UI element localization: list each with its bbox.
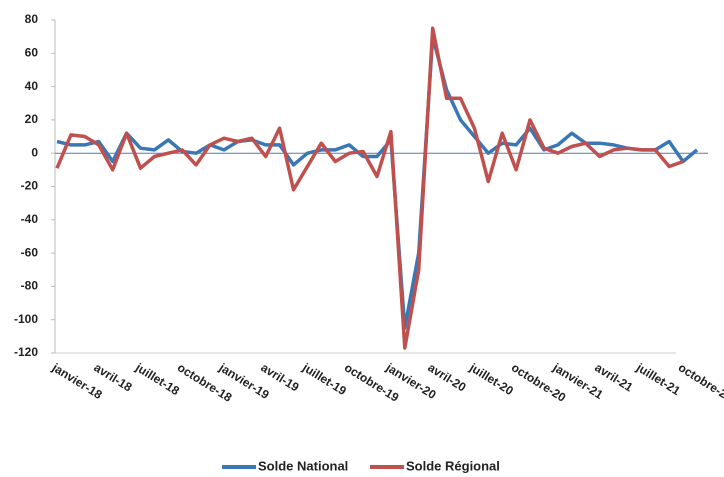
y-tick-label: -100 — [14, 312, 38, 326]
y-tick-label: -20 — [21, 179, 39, 193]
x-tick-label: juillet-21 — [633, 360, 683, 398]
y-tick-label: 0 — [31, 145, 38, 159]
legend-label: Solde Régional — [406, 458, 500, 473]
series-line — [55, 26, 684, 350]
y-tick-label: 20 — [25, 112, 39, 126]
y-tick-label: -120 — [14, 345, 38, 359]
series-line — [56, 34, 699, 330]
y-tick-label: 80 — [25, 12, 39, 26]
y-tick-label: 40 — [25, 79, 39, 93]
y-tick-label: -40 — [21, 212, 39, 226]
y-tick-label: 60 — [25, 45, 39, 59]
legend-label: Solde National — [258, 458, 348, 473]
x-tick-label: juillet-20 — [466, 360, 516, 398]
y-tick-label: -80 — [21, 279, 39, 293]
x-tick-label: juillet-18 — [132, 360, 182, 398]
x-tick-label: octobre-21 — [676, 360, 724, 405]
x-tick-label: juillet-19 — [299, 360, 349, 398]
y-tick-label: -60 — [21, 245, 39, 259]
